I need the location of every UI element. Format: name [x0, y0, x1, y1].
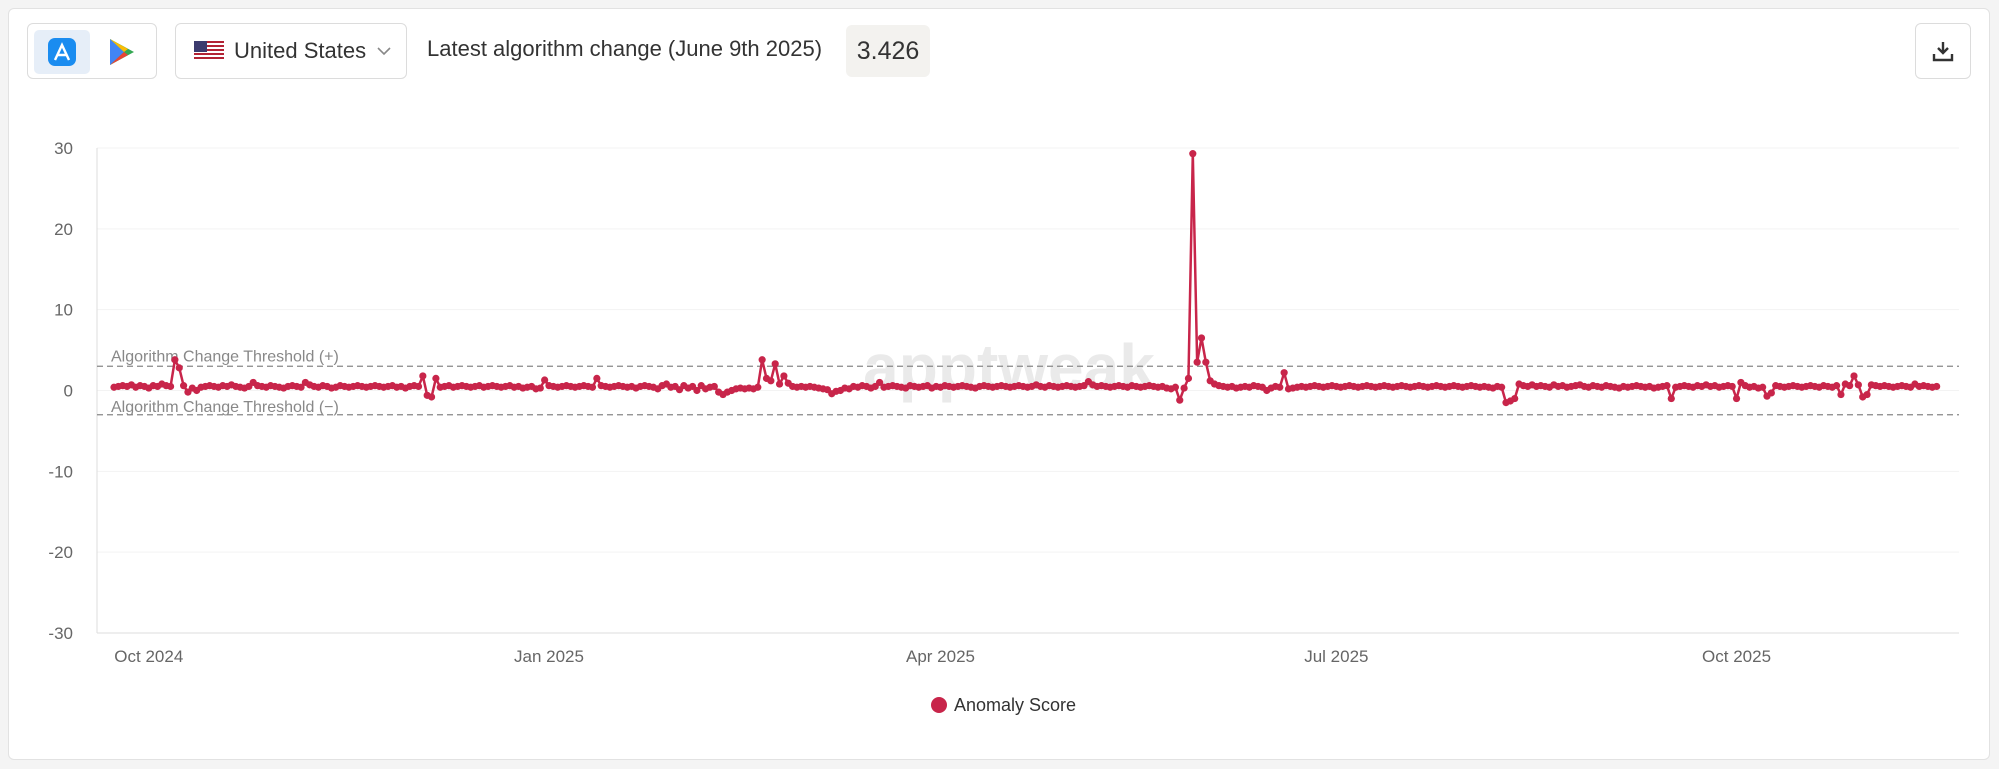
chart: apptweak -30 -20 -10 0 10 20 30 Oct 2024 Jan 202…	[48, 139, 1959, 715]
data-point	[1176, 396, 1184, 404]
data-point	[1180, 384, 1188, 392]
y-tick-label: 30	[54, 139, 73, 158]
data-point	[1850, 372, 1858, 380]
x-tick-label: Oct 2025	[1702, 647, 1771, 666]
data-point	[1863, 390, 1871, 399]
x-tick-label: Oct 2024	[114, 647, 183, 666]
threshold-label: Algorithm Change Threshold (+)	[111, 348, 339, 365]
y-tick-label: -10	[48, 462, 73, 481]
y-tick-label: 20	[54, 220, 73, 239]
data-point	[1280, 369, 1288, 377]
data-point	[1728, 382, 1736, 391]
data-point	[1202, 358, 1210, 366]
store-icons	[34, 30, 134, 74]
latest-change-label: Latest algorithm change (June 9th 2025)	[427, 36, 823, 61]
data-point	[1171, 383, 1179, 391]
data-point	[1846, 382, 1854, 390]
data-point	[593, 374, 601, 382]
data-point	[414, 382, 423, 391]
data-point	[1667, 394, 1675, 403]
data-point	[1498, 383, 1506, 391]
data-point	[767, 377, 775, 385]
store-toggle[interactable]	[27, 23, 157, 79]
data-point	[1189, 150, 1197, 158]
data-point	[1837, 390, 1845, 399]
data-point	[432, 374, 440, 382]
data-point	[419, 372, 427, 380]
download-button[interactable]	[1915, 23, 1971, 79]
data-point	[710, 382, 718, 391]
y-tick-label: -20	[48, 543, 73, 562]
data-point	[1276, 383, 1284, 391]
data-point	[775, 380, 784, 388]
threshold-label: Algorithm Change Threshold (−)	[111, 399, 339, 416]
flag	[194, 41, 224, 61]
data-point	[1833, 382, 1841, 390]
data-point	[588, 383, 597, 391]
data-point	[876, 378, 884, 387]
legend-marker	[931, 697, 947, 713]
data-point	[536, 384, 544, 392]
data-point	[754, 383, 762, 391]
data-point	[171, 356, 179, 364]
data-point	[1933, 382, 1941, 391]
data-point	[1184, 374, 1193, 382]
x-tick-label: Jan 2025	[514, 647, 584, 666]
data-point	[166, 382, 175, 391]
data-point	[1663, 382, 1671, 390]
data-point	[1732, 394, 1741, 403]
data-point	[1511, 394, 1519, 403]
data-point	[771, 360, 779, 368]
data-point	[780, 372, 788, 380]
y-tick-label: 10	[54, 301, 73, 320]
latest-change-value: 3.426	[846, 25, 930, 77]
card: United States Latest algorithm change (J…	[8, 8, 1990, 760]
y-tick-label: -30	[48, 624, 73, 643]
download-icon	[1932, 42, 1954, 62]
data-point	[180, 382, 188, 390]
data-point	[1193, 358, 1201, 366]
data-point	[297, 383, 305, 391]
watermark: apptweak	[863, 331, 1155, 403]
country-select[interactable]: United States	[175, 23, 407, 79]
data-point	[427, 393, 436, 401]
data-point	[175, 364, 183, 372]
data-point	[693, 386, 701, 395]
data-point	[758, 356, 766, 364]
y-tick-label: 0	[64, 382, 73, 401]
country-name: United States	[234, 38, 367, 63]
data-point	[541, 376, 549, 384]
x-tick-label: Apr 2025	[906, 647, 975, 666]
data-point	[1197, 334, 1206, 342]
data-point	[1767, 389, 1775, 397]
x-tick-label: Jul 2025	[1304, 647, 1368, 666]
data-point	[1854, 381, 1862, 389]
data-point	[1759, 383, 1767, 391]
chevron	[377, 47, 391, 56]
legend-label: Anomaly Score	[954, 695, 1076, 715]
